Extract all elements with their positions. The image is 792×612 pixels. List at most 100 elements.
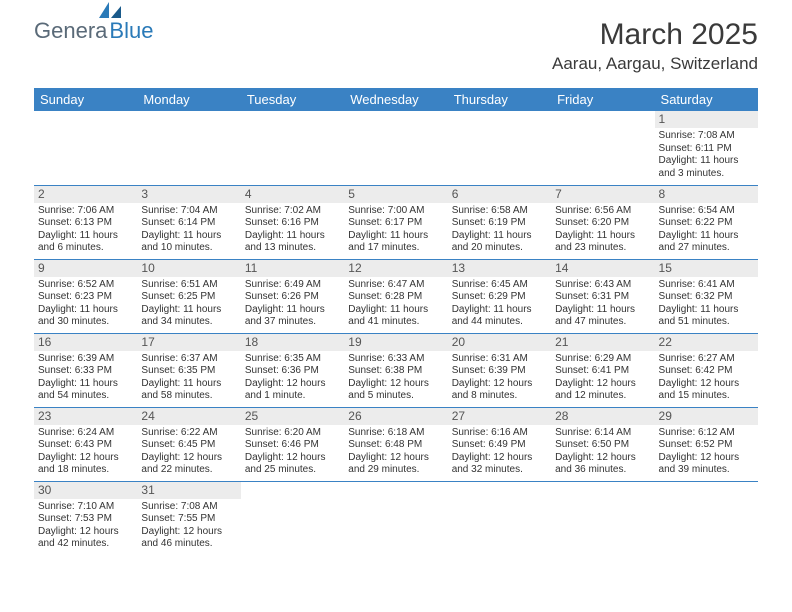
sunset-text: Sunset: 6:22 PM <box>659 217 754 230</box>
day-number: 2 <box>34 186 137 203</box>
day-number: 18 <box>241 334 344 351</box>
day-number: 6 <box>448 186 551 203</box>
sunrise-text: Sunrise: 6:56 AM <box>555 205 650 218</box>
location-text: Aarau, Aargau, Switzerland <box>552 54 758 74</box>
daylight-text: Daylight: 11 hours and 17 minutes. <box>348 230 443 255</box>
calendar-cell: 22Sunrise: 6:27 AMSunset: 6:42 PMDayligh… <box>655 333 758 407</box>
day-header-row: Sunday Monday Tuesday Wednesday Thursday… <box>34 88 758 111</box>
calendar-cell <box>448 111 551 185</box>
daylight-text: Daylight: 11 hours and 34 minutes. <box>141 304 236 329</box>
calendar-cell: 7Sunrise: 6:56 AMSunset: 6:20 PMDaylight… <box>551 185 654 259</box>
title-block: March 2025 Aarau, Aargau, Switzerland <box>552 18 758 74</box>
day-number: 16 <box>34 334 137 351</box>
daylight-text: Daylight: 11 hours and 30 minutes. <box>38 304 133 329</box>
daylight-text: Daylight: 12 hours and 22 minutes. <box>141 452 236 477</box>
day-header: Saturday <box>655 88 758 111</box>
sunset-text: Sunset: 6:49 PM <box>452 439 547 452</box>
calendar-cell <box>241 111 344 185</box>
calendar-cell <box>241 481 344 555</box>
sunset-text: Sunset: 6:41 PM <box>555 365 650 378</box>
logo-sail-icon <box>97 0 123 20</box>
daylight-text: Daylight: 12 hours and 15 minutes. <box>659 378 754 403</box>
daylight-text: Daylight: 12 hours and 1 minute. <box>245 378 340 403</box>
calendar-cell: 23Sunrise: 6:24 AMSunset: 6:43 PMDayligh… <box>34 407 137 481</box>
calendar-cell <box>137 111 240 185</box>
calendar-cell: 17Sunrise: 6:37 AMSunset: 6:35 PMDayligh… <box>137 333 240 407</box>
sunset-text: Sunset: 6:28 PM <box>348 291 443 304</box>
sunrise-text: Sunrise: 6:35 AM <box>245 353 340 366</box>
daylight-text: Daylight: 11 hours and 3 minutes. <box>659 155 754 180</box>
sunrise-text: Sunrise: 6:52 AM <box>38 279 133 292</box>
sunrise-text: Sunrise: 6:37 AM <box>141 353 236 366</box>
daylight-text: Daylight: 11 hours and 47 minutes. <box>555 304 650 329</box>
calendar-cell <box>344 111 447 185</box>
calendar-cell: 15Sunrise: 6:41 AMSunset: 6:32 PMDayligh… <box>655 259 758 333</box>
daylight-text: Daylight: 11 hours and 23 minutes. <box>555 230 650 255</box>
page-header: Genera Blue March 2025 Aarau, Aargau, Sw… <box>0 0 792 80</box>
calendar-cell: 20Sunrise: 6:31 AMSunset: 6:39 PMDayligh… <box>448 333 551 407</box>
day-header: Wednesday <box>344 88 447 111</box>
sunrise-text: Sunrise: 7:00 AM <box>348 205 443 218</box>
daylight-text: Daylight: 11 hours and 58 minutes. <box>141 378 236 403</box>
day-number: 15 <box>655 260 758 277</box>
calendar-cell: 10Sunrise: 6:51 AMSunset: 6:25 PMDayligh… <box>137 259 240 333</box>
daylight-text: Daylight: 12 hours and 39 minutes. <box>659 452 754 477</box>
day-number: 26 <box>344 408 447 425</box>
sunrise-text: Sunrise: 6:47 AM <box>348 279 443 292</box>
day-header: Sunday <box>34 88 137 111</box>
day-number: 27 <box>448 408 551 425</box>
daylight-text: Daylight: 12 hours and 36 minutes. <box>555 452 650 477</box>
daylight-text: Daylight: 11 hours and 44 minutes. <box>452 304 547 329</box>
sunrise-text: Sunrise: 6:39 AM <box>38 353 133 366</box>
day-number: 8 <box>655 186 758 203</box>
day-number: 10 <box>137 260 240 277</box>
sunset-text: Sunset: 6:29 PM <box>452 291 547 304</box>
sunset-text: Sunset: 6:46 PM <box>245 439 340 452</box>
sunrise-text: Sunrise: 6:27 AM <box>659 353 754 366</box>
sunset-text: Sunset: 6:17 PM <box>348 217 443 230</box>
calendar-cell: 9Sunrise: 6:52 AMSunset: 6:23 PMDaylight… <box>34 259 137 333</box>
day-number: 13 <box>448 260 551 277</box>
calendar-cell <box>34 111 137 185</box>
calendar-cell: 28Sunrise: 6:14 AMSunset: 6:50 PMDayligh… <box>551 407 654 481</box>
sunrise-text: Sunrise: 6:54 AM <box>659 205 754 218</box>
calendar-row: 30Sunrise: 7:10 AMSunset: 7:53 PMDayligh… <box>34 481 758 555</box>
sunset-text: Sunset: 6:26 PM <box>245 291 340 304</box>
daylight-text: Daylight: 12 hours and 5 minutes. <box>348 378 443 403</box>
daylight-text: Daylight: 11 hours and 6 minutes. <box>38 230 133 255</box>
calendar-row: 9Sunrise: 6:52 AMSunset: 6:23 PMDaylight… <box>34 259 758 333</box>
sunrise-text: Sunrise: 6:24 AM <box>38 427 133 440</box>
daylight-text: Daylight: 11 hours and 20 minutes. <box>452 230 547 255</box>
sunrise-text: Sunrise: 6:12 AM <box>659 427 754 440</box>
sunrise-text: Sunrise: 6:31 AM <box>452 353 547 366</box>
day-number: 7 <box>551 186 654 203</box>
calendar-cell: 31Sunrise: 7:08 AMSunset: 7:55 PMDayligh… <box>137 481 240 555</box>
day-header: Monday <box>137 88 240 111</box>
sunrise-text: Sunrise: 6:29 AM <box>555 353 650 366</box>
calendar-cell: 6Sunrise: 6:58 AMSunset: 6:19 PMDaylight… <box>448 185 551 259</box>
logo-text-main: Genera <box>34 18 107 44</box>
calendar-cell <box>551 111 654 185</box>
month-title: March 2025 <box>552 18 758 52</box>
sunrise-text: Sunrise: 6:16 AM <box>452 427 547 440</box>
calendar-cell: 4Sunrise: 7:02 AMSunset: 6:16 PMDaylight… <box>241 185 344 259</box>
sunrise-text: Sunrise: 6:20 AM <box>245 427 340 440</box>
daylight-text: Daylight: 12 hours and 18 minutes. <box>38 452 133 477</box>
daylight-text: Daylight: 12 hours and 29 minutes. <box>348 452 443 477</box>
calendar-cell <box>448 481 551 555</box>
calendar-cell: 13Sunrise: 6:45 AMSunset: 6:29 PMDayligh… <box>448 259 551 333</box>
daylight-text: Daylight: 11 hours and 54 minutes. <box>38 378 133 403</box>
sunrise-text: Sunrise: 6:14 AM <box>555 427 650 440</box>
calendar-cell: 30Sunrise: 7:10 AMSunset: 7:53 PMDayligh… <box>34 481 137 555</box>
sunset-text: Sunset: 6:25 PM <box>141 291 236 304</box>
daylight-text: Daylight: 12 hours and 32 minutes. <box>452 452 547 477</box>
calendar-cell: 11Sunrise: 6:49 AMSunset: 6:26 PMDayligh… <box>241 259 344 333</box>
sunset-text: Sunset: 6:52 PM <box>659 439 754 452</box>
day-number: 22 <box>655 334 758 351</box>
sunset-text: Sunset: 6:19 PM <box>452 217 547 230</box>
day-number: 24 <box>137 408 240 425</box>
day-number: 30 <box>34 482 137 499</box>
sunset-text: Sunset: 6:23 PM <box>38 291 133 304</box>
sunrise-text: Sunrise: 6:49 AM <box>245 279 340 292</box>
day-number: 17 <box>137 334 240 351</box>
